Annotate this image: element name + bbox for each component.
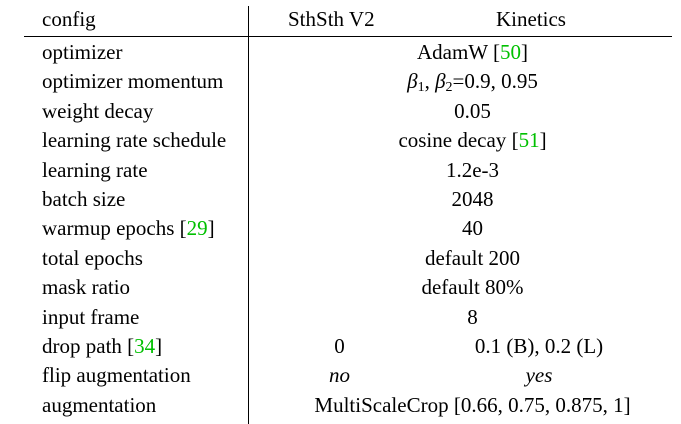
row-config: mask ratio [42, 275, 131, 300]
table-row: input frame 8 [24, 303, 672, 332]
citation-link[interactable]: 34 [134, 333, 156, 358]
table-header: config SthSth V2 Kinetics [24, 4, 672, 34]
citation-link[interactable]: 51 [518, 128, 540, 153]
header-config: config [42, 7, 96, 31]
table-row: weight decay 0.05 [24, 97, 672, 126]
table-row: flip augmentation no yes [24, 361, 672, 390]
row-value: default 200 [424, 245, 521, 270]
row-value: 2048 [451, 186, 494, 211]
row-config: batch size [42, 186, 126, 211]
row-value: 40 [462, 216, 483, 241]
row-value: β1, β2=0.9, 0.95 [407, 69, 538, 96]
row-value-sthsth: 0 [334, 333, 345, 358]
row-value-kinetics: 0.1 (B), 0.2 (L) [474, 333, 604, 358]
row-config: augmentation [42, 392, 157, 417]
row-value-sthsth: no [329, 363, 350, 388]
row-value: default 80% [421, 275, 524, 300]
config-table: config SthSth V2 Kinetics optimizer Adam… [24, 0, 672, 420]
row-config: optimizer [42, 40, 123, 64]
row-value: 0.05 [454, 98, 491, 123]
table-row: learning rate 1.2e-3 [24, 156, 672, 185]
citation-link[interactable]: 29 [186, 216, 208, 241]
table-row: total epochs default 200 [24, 244, 672, 273]
row-value: AdamW [50] [416, 40, 528, 64]
row-value-kinetics: yes [525, 363, 553, 388]
row-value: cosine decay [51] [398, 128, 547, 153]
row-value: MultiScaleCrop [0.66, 0.75, 0.875, 1] [314, 392, 631, 417]
row-config: drop path [34] [42, 333, 163, 358]
table-row: drop path [34] 0 0.1 (B), 0.2 (L) [24, 332, 672, 361]
table-row: batch size 2048 [24, 185, 672, 214]
table-row: optimizer AdamW [50] [24, 38, 672, 67]
column-divider [248, 6, 250, 424]
header-kinetics: Kinetics [496, 7, 566, 31]
row-value: 8 [467, 304, 478, 329]
citation-link[interactable]: 50 [500, 40, 521, 64]
header-rule [24, 36, 672, 38]
row-config: warmup epochs [29] [42, 216, 215, 241]
table-row: mask ratio default 80% [24, 273, 672, 302]
table-row: optimizer momentum β1, β2=0.9, 0.95 [24, 67, 672, 96]
table-row: learning rate schedule cosine decay [51] [24, 126, 672, 155]
header-sthsth: SthSth V2 [288, 7, 375, 31]
row-config: input frame [42, 304, 140, 329]
table-row: augmentation MultiScaleCrop [0.66, 0.75,… [24, 391, 672, 420]
row-config: total epochs [42, 245, 143, 270]
table-row: warmup epochs [29] 40 [24, 214, 672, 243]
row-config: learning rate [42, 157, 148, 182]
row-config: weight decay [42, 98, 154, 123]
row-config: learning rate schedule [42, 128, 227, 153]
row-config: optimizer momentum [42, 69, 224, 94]
row-value: 1.2e-3 [445, 157, 500, 182]
row-config: flip augmentation [42, 363, 191, 388]
